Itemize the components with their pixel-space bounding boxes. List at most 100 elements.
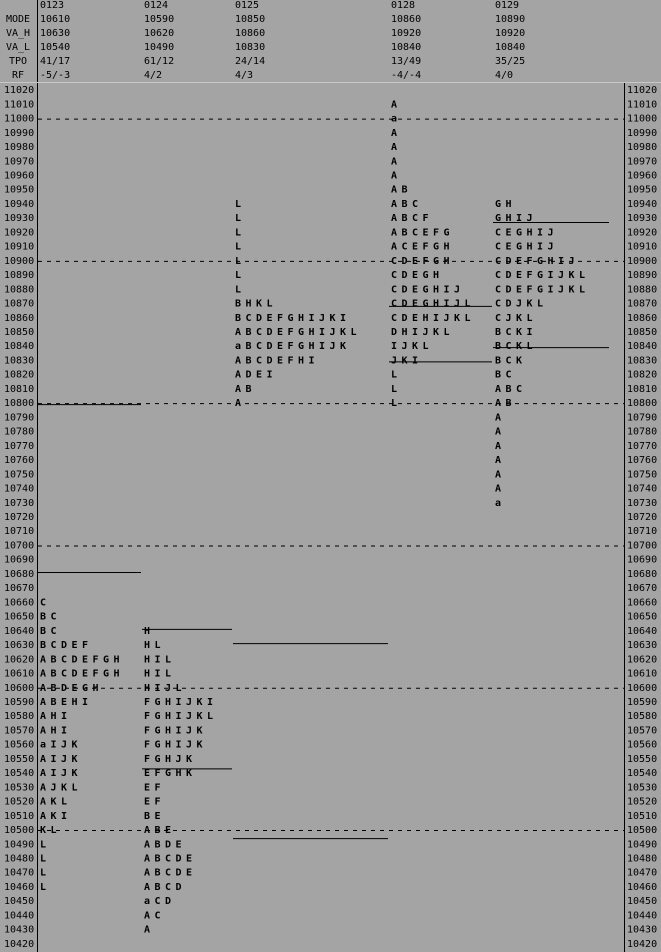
y-tick-label-left: 10740: [4, 484, 34, 495]
tpo-letter: G: [444, 227, 450, 238]
tpo-letter: E: [82, 654, 88, 665]
tpo-letter: I: [176, 697, 182, 708]
tpo-letter: D: [267, 355, 273, 366]
tpo-letter: B: [235, 299, 241, 310]
tpo-letter: G: [103, 654, 109, 665]
session-date: 0128: [391, 0, 415, 11]
y-tick-label-right: 10970: [627, 156, 657, 167]
tpo-letter: E: [506, 242, 512, 253]
y-tick-label-right: 10630: [627, 640, 657, 651]
session-stat: 10850: [235, 14, 265, 25]
y-tick-label-right: 10920: [627, 227, 657, 238]
tpo-letter: B: [246, 327, 252, 338]
tpo-letter: J: [454, 299, 460, 310]
tpo-letter: A: [235, 398, 241, 409]
y-tick-label-left: 10930: [4, 213, 34, 224]
tpo-letter: I: [444, 299, 450, 310]
session-stat: 10890: [495, 14, 525, 25]
y-tick-label-left: 10630: [4, 640, 34, 651]
tpo-letter: E: [412, 299, 418, 310]
tpo-letter: L: [51, 825, 57, 836]
tpo-letter: J: [558, 270, 564, 281]
tpo-letter: C: [165, 868, 171, 879]
tpo-letter: E: [423, 227, 429, 238]
y-tick-label-right: 10500: [627, 825, 657, 836]
tpo-letter: A: [235, 370, 241, 381]
tpo-letter: C: [495, 270, 501, 281]
y-tick-label-left: 10590: [4, 697, 34, 708]
tpo-letter: L: [267, 299, 273, 310]
y-tick-label-left: 10850: [4, 327, 34, 338]
tpo-letter: C: [412, 227, 418, 238]
tpo-letter: B: [506, 384, 512, 395]
tpo-letter: E: [144, 797, 150, 808]
tpo-letter: H: [144, 654, 150, 665]
tpo-letter: H: [423, 313, 429, 324]
y-tick-label-right: 10730: [627, 498, 657, 509]
tpo-letter: E: [256, 370, 262, 381]
tpo-letter: H: [433, 270, 439, 281]
tpo-letter: H: [298, 355, 304, 366]
y-tick-label-right: 10490: [627, 839, 657, 850]
y-tick-label-right: 10740: [627, 484, 657, 495]
tpo-letter: B: [144, 811, 150, 822]
y-tick-label-left: 10940: [4, 199, 34, 210]
tpo-letter: K: [51, 811, 57, 822]
session-stat: 10860: [391, 14, 421, 25]
tpo-letter: D: [165, 896, 171, 907]
y-tick-label-right: 10660: [627, 597, 657, 608]
y-tick-label-left: 10990: [4, 128, 34, 139]
y-tick-label-left: 10730: [4, 498, 34, 509]
session-stat: 61/12: [144, 56, 174, 67]
y-tick-label-left: 10600: [4, 683, 34, 694]
y-tick-label-left: 10800: [4, 398, 34, 409]
tpo-letter: D: [72, 654, 78, 665]
tpo-letter: J: [527, 213, 533, 224]
y-tick-label-left: 10860: [4, 313, 34, 324]
tpo-letter: B: [155, 882, 161, 893]
tpo-letter: C: [51, 612, 57, 623]
tpo-letter: C: [155, 896, 161, 907]
y-tick-label-right: 10800: [627, 398, 657, 409]
tpo-letter: L: [235, 227, 241, 238]
tpo-letter: H: [527, 242, 533, 253]
y-tick-label-left: 10540: [4, 768, 34, 779]
tpo-letter: E: [412, 284, 418, 295]
y-tick-label-right: 10840: [627, 341, 657, 352]
tpo-letter: E: [516, 284, 522, 295]
tpo-letter: K: [516, 355, 522, 366]
tpo-letter: I: [82, 697, 88, 708]
tpo-letter: C: [495, 299, 501, 310]
tpo-letter: E: [412, 313, 418, 324]
tpo-letter: D: [176, 882, 182, 893]
tpo-letter: F: [144, 754, 150, 765]
tpo-letter: F: [155, 768, 161, 779]
tpo-letter: B: [402, 227, 408, 238]
tpo-letter: B: [155, 825, 161, 836]
tpo-letter: G: [155, 740, 161, 751]
tpo-letter: I: [319, 341, 325, 352]
tpo-letter: K: [51, 797, 57, 808]
tpo-letter: J: [186, 740, 192, 751]
tpo-letter: D: [402, 313, 408, 324]
tpo-letter: I: [516, 213, 522, 224]
tpo-letter: A: [144, 854, 150, 865]
tpo-letter: H: [72, 697, 78, 708]
session-date: 0125: [235, 0, 259, 11]
y-tick-label-right: 10560: [627, 740, 657, 751]
y-tick-label-left: 11000: [4, 114, 34, 125]
tpo-letter: G: [423, 270, 429, 281]
tpo-letter: C: [516, 384, 522, 395]
tpo-letter: L: [235, 284, 241, 295]
session-date: 0123: [40, 0, 64, 11]
y-tick-label-left: 10720: [4, 512, 34, 523]
tpo-letter: B: [155, 854, 161, 865]
y-tick-label-right: 10980: [627, 142, 657, 153]
tpo-letter: B: [40, 612, 46, 623]
tpo-letter: K: [340, 341, 346, 352]
tpo-letter: L: [391, 384, 397, 395]
tpo-letter: D: [506, 256, 512, 267]
tpo-letter: J: [186, 697, 192, 708]
tpo-letter: H: [93, 683, 99, 694]
